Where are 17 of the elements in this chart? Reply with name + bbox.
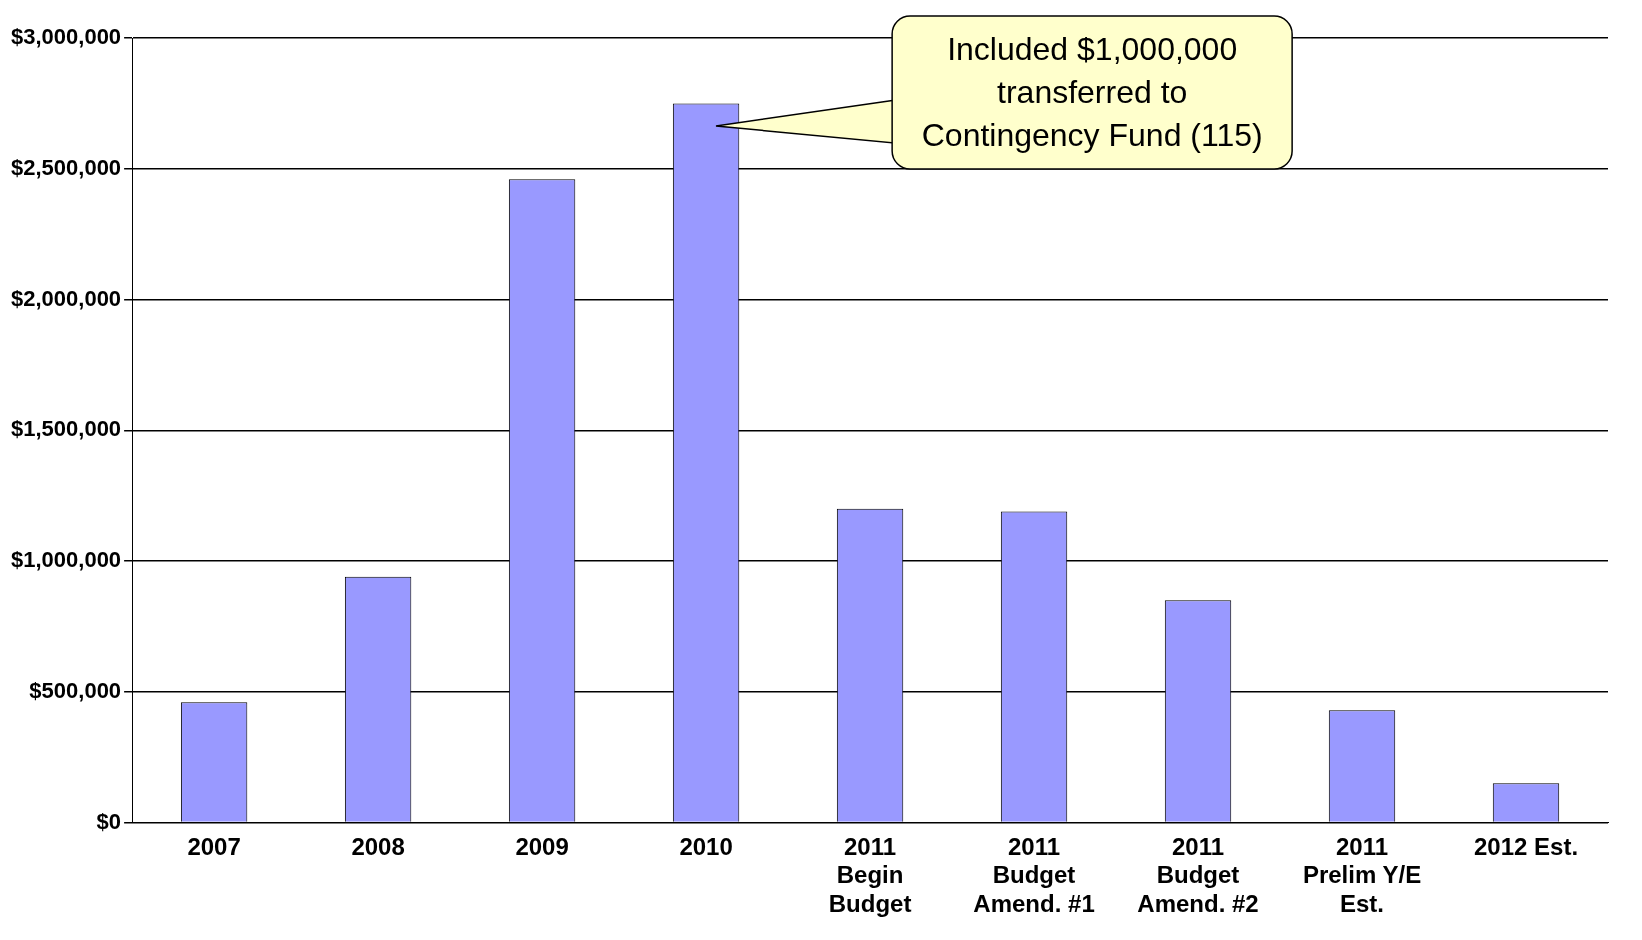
y-tick-label: $1,500,000	[11, 416, 122, 442]
y-tick-label: $500,000	[29, 677, 122, 703]
y-tick-label: $2,500,000	[11, 154, 122, 180]
x-tick-label: 2011 Begin Budget	[828, 832, 912, 918]
x-tick-label: 2008	[351, 832, 405, 860]
x-tick-label: 2009	[515, 832, 569, 860]
y-tick-label: $1,000,000	[11, 547, 122, 573]
y-tick-label: $0	[96, 808, 122, 834]
x-tick-label: 2007	[187, 832, 241, 860]
y-tick-label: $3,000,000	[11, 24, 122, 50]
x-tick-label: 2011 Prelim Y/E Est.	[1302, 832, 1422, 918]
x-tick-label: 2012 Est.	[1473, 832, 1579, 860]
x-tick-label: 2010	[679, 832, 733, 860]
x-tick-label: 2011 Budget Amend. #2	[1137, 832, 1259, 918]
annotation: Included $1,000,000 transferred to Contingency Fund (115)	[920, 30, 1264, 155]
x-tick-label: 2011 Budget Amend. #1	[973, 832, 1095, 918]
y-tick-label: $2,000,000	[11, 285, 122, 311]
